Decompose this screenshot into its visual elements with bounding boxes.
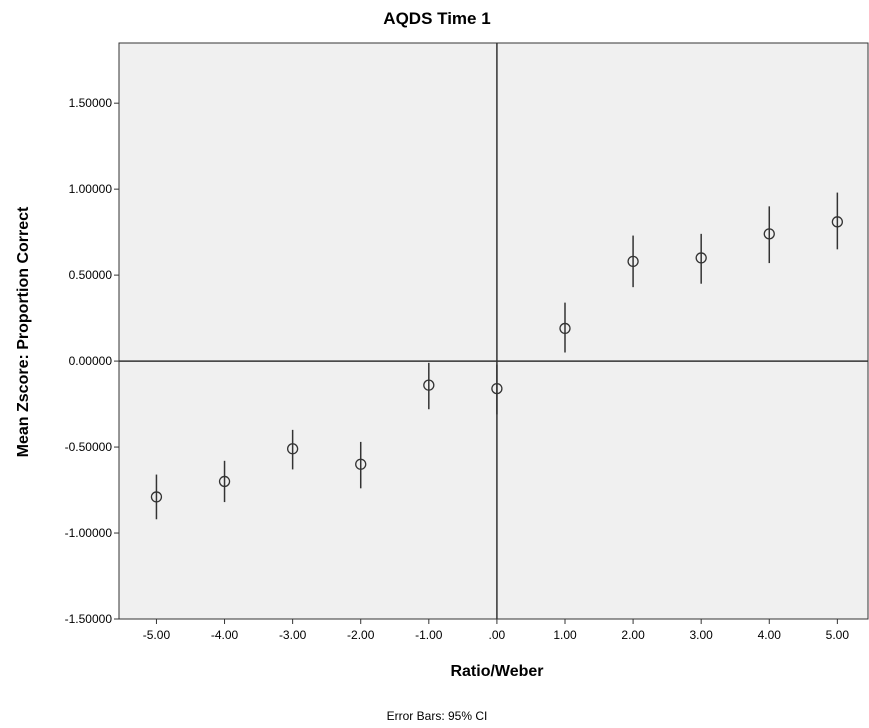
data-point <box>150 491 163 503</box>
x-axis: -5.00 -4.00 -3.00 -2.00 -1.00 .00 1.00 2.00 3.00… <box>143 619 850 642</box>
data-point <box>627 255 639 268</box>
plot-area <box>118 42 869 620</box>
data-point <box>695 252 707 264</box>
reference-lines <box>119 43 868 619</box>
data-point <box>286 443 299 455</box>
y-tick-label: -1.50000 <box>65 612 113 626</box>
data-points <box>150 192 844 520</box>
x-tick-label: 5.00 <box>826 628 850 642</box>
x-tick-label: .00 <box>489 628 506 642</box>
y-tick-label: -0.50000 <box>65 440 113 454</box>
data-point <box>218 475 231 488</box>
x-tick-label: -1.00 <box>415 628 443 642</box>
x-tick-label: -4.00 <box>211 628 239 642</box>
data-point <box>559 322 571 335</box>
y-tick-label: 0.00000 <box>69 354 113 368</box>
y-tick-label: 0.50000 <box>69 268 113 282</box>
x-tick-label: 2.00 <box>621 628 645 642</box>
data-point <box>423 379 435 391</box>
x-tick-label: 4.00 <box>758 628 782 642</box>
data-point <box>763 228 775 240</box>
chart-title: AQDS Time 1 <box>383 9 490 28</box>
y-axis-label: Mean Zscore: Proportion Correct <box>15 206 32 457</box>
data-point <box>831 216 844 228</box>
data-point <box>355 458 367 470</box>
x-tick-label: 1.00 <box>553 628 577 642</box>
y-tick-label: -1.00000 <box>65 526 113 540</box>
x-axis-label: Ratio/Weber <box>450 663 543 680</box>
x-tick-label: 3.00 <box>689 628 713 642</box>
data-point <box>491 382 503 395</box>
x-tick-label: -2.00 <box>347 628 375 642</box>
error-bars-note: Error Bars: 95% CI <box>387 709 488 723</box>
y-tick-label: 1.50000 <box>69 96 113 110</box>
y-tick-label: 1.00000 <box>69 182 113 196</box>
x-tick-label: -5.00 <box>143 628 171 642</box>
x-tick-label: -3.00 <box>279 628 307 642</box>
y-axis: -1.50000 -1.00000 -0.50000 0.00000 0.50000 1.… <box>65 96 119 626</box>
